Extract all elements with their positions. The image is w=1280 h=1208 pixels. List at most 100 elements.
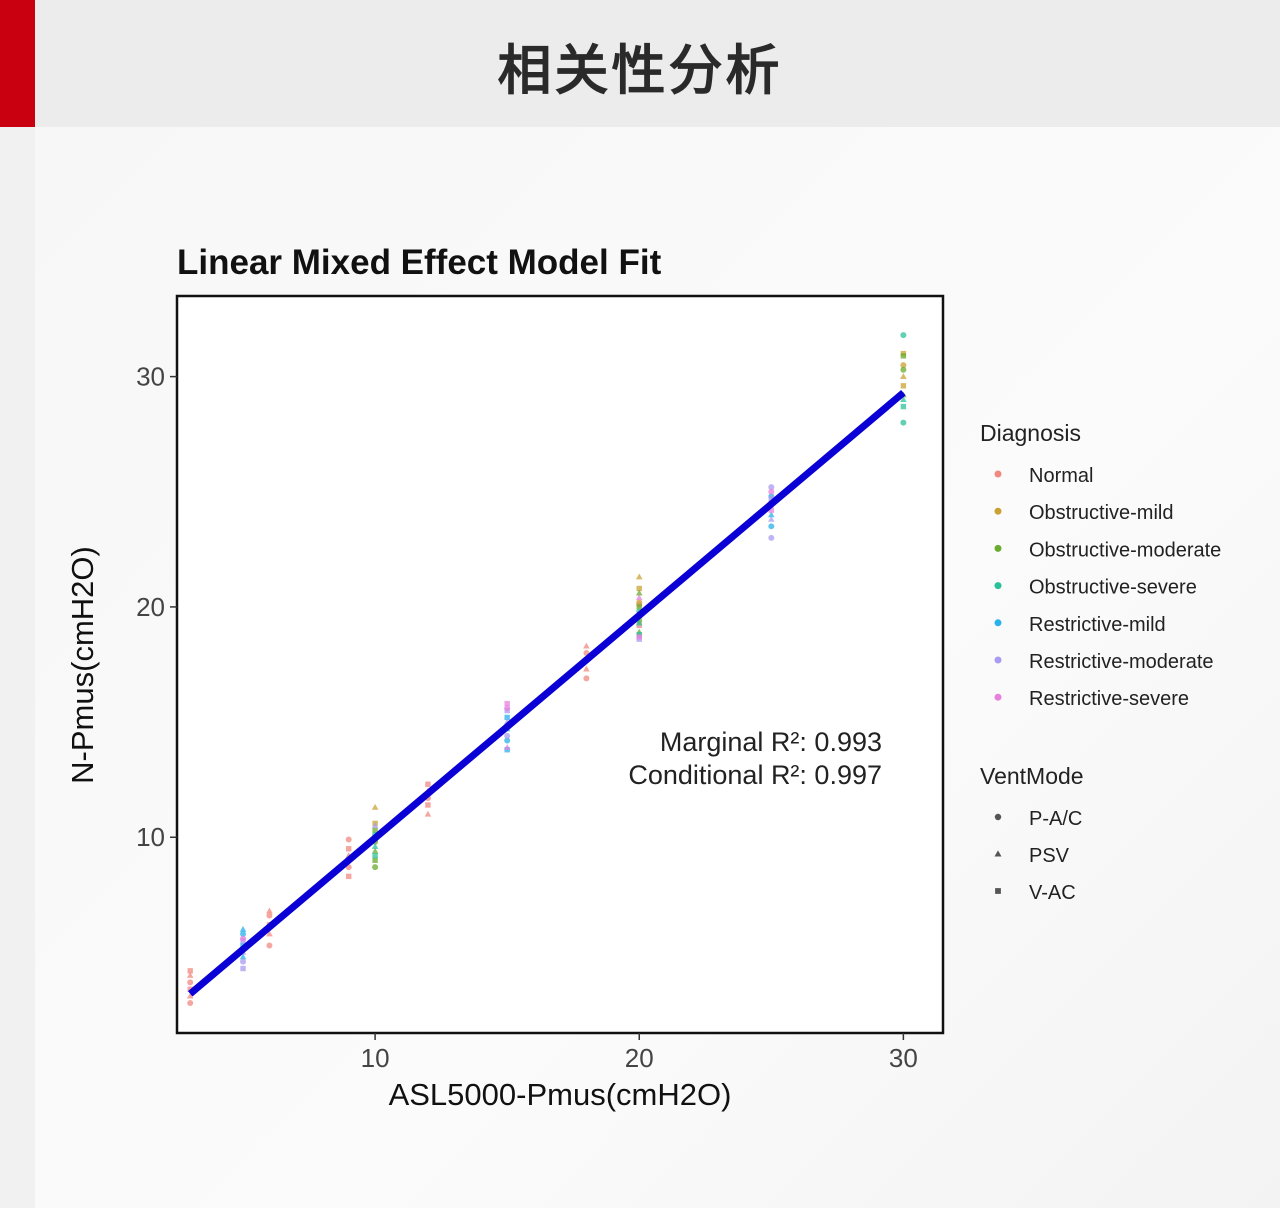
legend-key-restrictive-moderate xyxy=(994,656,1002,664)
data-point xyxy=(425,781,431,787)
data-point xyxy=(583,642,590,649)
data-point xyxy=(372,857,378,863)
data-point xyxy=(240,935,247,942)
data-point xyxy=(345,846,352,852)
chart-title: Linear Mixed Effect Model Fit xyxy=(177,243,662,282)
y-tick-label: 20 xyxy=(136,592,165,622)
legend-key-obstructive-severe xyxy=(994,582,1002,590)
data-point xyxy=(636,604,642,610)
data-point xyxy=(768,515,775,522)
data-point xyxy=(345,873,352,880)
data-point xyxy=(768,534,775,541)
data-point xyxy=(371,822,379,829)
y-tick-label: 10 xyxy=(136,822,165,852)
legend-key-triangle xyxy=(994,850,1002,857)
legend-label: Restrictive-moderate xyxy=(1029,651,1214,673)
data-point xyxy=(900,403,907,410)
data-point xyxy=(768,495,775,502)
data-point xyxy=(372,864,379,871)
data-point xyxy=(636,585,642,592)
legend-label: Obstructive-severe xyxy=(1029,577,1197,599)
data-point xyxy=(768,484,775,491)
data-point xyxy=(636,634,642,640)
data-point xyxy=(240,930,247,937)
data-point xyxy=(583,665,590,672)
legend: Diagnosis VentMode Normal Obstructive-mil… xyxy=(980,420,1221,904)
y-axis-label: N-Pmus(cmH2O) xyxy=(65,546,100,784)
data-point xyxy=(636,599,643,606)
data-point xyxy=(504,732,511,739)
data-point xyxy=(372,827,378,834)
data-point xyxy=(583,675,590,682)
data-point xyxy=(635,619,643,626)
legend-key-circle xyxy=(994,813,1002,821)
data-point xyxy=(900,419,907,426)
x-tick-label: 10 xyxy=(361,1043,390,1073)
data-point xyxy=(504,737,511,744)
x-tick-label: 30 xyxy=(889,1043,918,1073)
data-point xyxy=(266,942,273,949)
data-point xyxy=(635,589,643,596)
data-point xyxy=(900,332,907,339)
marginal-r2-annotation: Marginal R²: 0.993 xyxy=(660,727,882,757)
data-point xyxy=(900,383,907,389)
slide-header xyxy=(35,0,1280,127)
data-point xyxy=(768,523,775,530)
data-point xyxy=(240,958,247,965)
conditional-r2-annotation: Conditional R²: 0.997 xyxy=(628,760,882,790)
data-point xyxy=(187,986,193,992)
data-point xyxy=(372,852,378,859)
y-tick-label: 30 xyxy=(136,362,165,392)
data-point xyxy=(635,573,643,580)
data-point xyxy=(240,965,246,972)
legend-key-obstructive-moderate xyxy=(994,544,1002,552)
page-title: 相关性分析 xyxy=(497,39,783,102)
data-point xyxy=(504,705,511,712)
data-point xyxy=(186,992,194,999)
data-point xyxy=(371,842,379,849)
data-point xyxy=(186,971,194,978)
data-point xyxy=(266,907,273,914)
data-point xyxy=(239,953,247,960)
legend-label: Normal xyxy=(1029,465,1093,487)
data-point xyxy=(504,700,510,707)
legend-label: P-A/C xyxy=(1029,808,1082,830)
data-point xyxy=(768,507,775,513)
data-point xyxy=(371,803,379,810)
data-point xyxy=(187,979,194,986)
data-point xyxy=(900,396,907,403)
data-point xyxy=(424,810,432,817)
legend-label: Obstructive-moderate xyxy=(1029,539,1221,561)
legend-label: V-AC xyxy=(1029,882,1076,904)
x-tick-label: 20 xyxy=(625,1043,654,1073)
legend-label: Obstructive-mild xyxy=(1029,502,1173,524)
data-point xyxy=(900,353,907,359)
data-point xyxy=(900,373,907,380)
plot-panel xyxy=(175,294,945,1035)
data-point xyxy=(900,362,907,369)
data-point xyxy=(503,743,511,750)
legend-title-diagnosis: Diagnosis xyxy=(980,420,1081,446)
legend-key-normal xyxy=(994,470,1002,478)
legend-key-square xyxy=(995,888,1001,894)
legend-key-restrictive-mild xyxy=(994,619,1002,627)
data-point xyxy=(239,925,247,932)
data-point xyxy=(504,714,510,721)
legend-title-ventmode: VentMode xyxy=(980,763,1084,789)
legend-key-restrictive-severe xyxy=(994,693,1002,701)
data-point xyxy=(266,912,273,919)
legend-label: PSV xyxy=(1029,845,1070,867)
axis-ticks: 10 20 30 10 20 30 xyxy=(136,362,918,1073)
data-point xyxy=(345,836,352,843)
data-point xyxy=(187,968,193,974)
fit-line xyxy=(187,390,906,997)
legend-label: Restrictive-severe xyxy=(1029,688,1189,710)
x-axis-label: ASL5000-Pmus(cmH2O) xyxy=(389,1077,732,1112)
legend-key-obstructive-mild xyxy=(994,507,1002,515)
data-point xyxy=(371,847,379,854)
legend-label: Restrictive-mild xyxy=(1029,614,1166,636)
data-point xyxy=(635,594,643,601)
data-point xyxy=(768,488,775,495)
data-point xyxy=(187,1000,194,1007)
